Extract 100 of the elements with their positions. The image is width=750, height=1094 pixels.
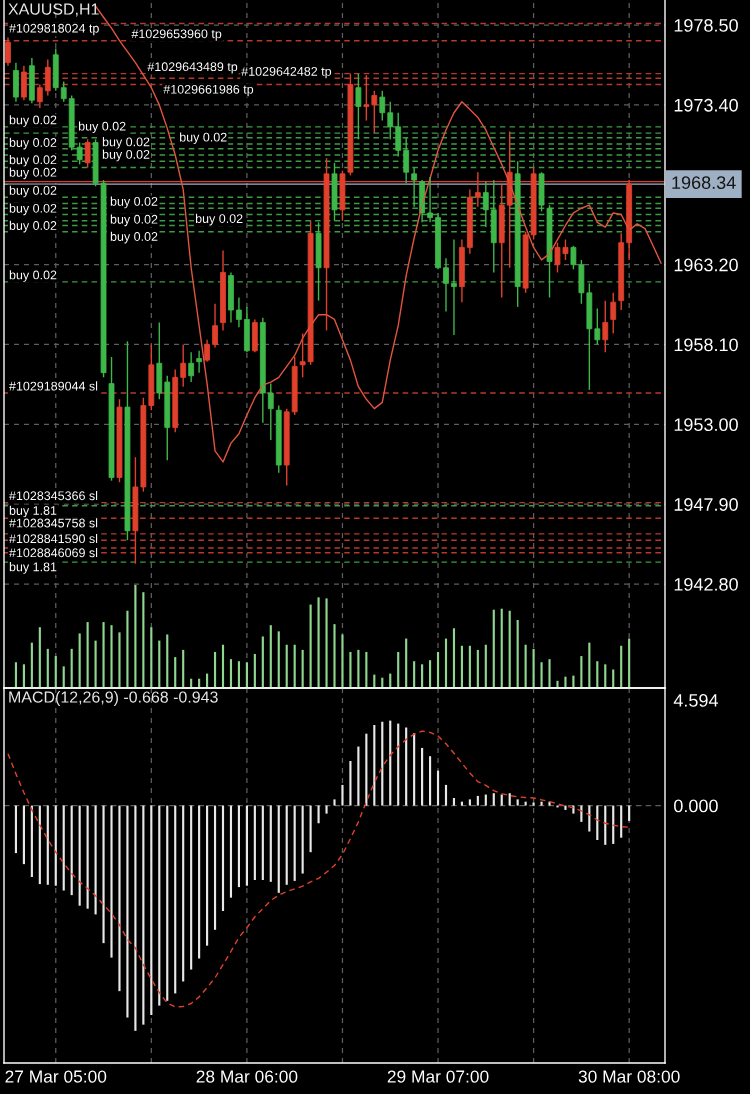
bar	[102, 622, 105, 688]
y-tick-label: 1947.90	[674, 498, 738, 511]
candlestick	[60, 80, 67, 103]
x-tick-label: 28 Mar 06:00	[196, 1070, 298, 1083]
bar	[444, 784, 448, 806]
bar	[444, 638, 448, 688]
bar	[78, 633, 81, 688]
bar	[94, 805, 97, 915]
bar	[476, 649, 479, 688]
candlestick	[355, 72, 362, 141]
bar	[373, 724, 376, 806]
ref-line-label: #1029653960 tp	[131, 29, 222, 41]
bar	[14, 662, 18, 688]
bar	[182, 649, 185, 688]
bar	[253, 654, 256, 688]
y-tick-label: 1973.40	[674, 98, 738, 112]
ref-line-label: buy 0.02	[9, 270, 57, 282]
bar	[182, 805, 185, 982]
bar	[229, 659, 233, 688]
candlestick	[267, 382, 274, 441]
ref-line-label: #1028846069 sl	[9, 548, 98, 558]
bar	[198, 805, 201, 959]
bar	[548, 801, 551, 806]
bar	[54, 805, 57, 886]
bar	[612, 805, 615, 844]
bar	[126, 610, 129, 688]
y-tick-label: 1953.00	[674, 418, 738, 432]
bar	[365, 733, 368, 806]
ref-line-label: buy 0.02	[9, 185, 57, 198]
bar	[269, 625, 272, 688]
bar	[405, 727, 408, 806]
bar	[277, 631, 280, 688]
bar	[620, 805, 623, 838]
bar	[532, 802, 535, 806]
bar	[277, 805, 280, 893]
bar	[261, 805, 264, 880]
ref-line-label: buy 0.02	[9, 137, 57, 150]
bar	[413, 733, 416, 806]
bar	[468, 645, 471, 688]
bar	[484, 794, 487, 806]
bar	[301, 649, 304, 688]
bar	[70, 648, 73, 688]
bar	[317, 597, 320, 688]
bar	[564, 805, 567, 810]
candlestick	[108, 356, 115, 482]
bar	[62, 805, 65, 891]
bar	[516, 799, 519, 806]
bar	[30, 642, 33, 688]
bar	[333, 624, 336, 688]
bar	[349, 761, 352, 806]
bar	[14, 805, 18, 854]
chart-title: XAUUSD,H1	[8, 3, 99, 17]
bar	[229, 805, 233, 898]
bar	[492, 793, 495, 806]
ref-line-label: buy 0.02	[102, 137, 150, 149]
ref-line-label: buy 1.81	[9, 505, 57, 518]
chart-title: MACD(12,26,9) -0.668 -0.943	[9, 691, 218, 706]
ref-line-label: buy 0.02	[180, 132, 227, 145]
x-tick-label: 27 Mar 05:00	[5, 1070, 107, 1083]
ref-line-label: buy 0.02	[110, 196, 158, 209]
bar	[38, 805, 41, 885]
bar	[524, 644, 527, 688]
y-tick-label: 1958.10	[674, 338, 738, 352]
bar	[253, 805, 256, 880]
ref-line-label: #1029661986 tp	[163, 84, 254, 97]
bar	[166, 634, 169, 688]
ref-line-label: buy 0.02	[78, 121, 126, 134]
bar	[508, 610, 511, 688]
x-tick-label: 30 Mar 08:00	[578, 1070, 680, 1083]
bar	[588, 642, 591, 688]
bar	[285, 805, 288, 885]
y-tick-label: 0.000	[674, 799, 718, 813]
ref-line-label: #1029642482 tp	[241, 66, 332, 79]
bar	[556, 680, 559, 688]
ref-line-label: #1028345366 sl	[9, 490, 98, 501]
candlestick	[331, 162, 338, 222]
bar	[325, 805, 328, 814]
candlestick	[371, 90, 378, 134]
bar	[206, 805, 209, 946]
bar	[524, 801, 527, 806]
bar	[126, 805, 129, 1018]
bar	[142, 805, 145, 1025]
bar	[293, 644, 296, 688]
candlestick	[379, 90, 386, 122]
bar	[452, 628, 456, 688]
bar	[628, 805, 631, 821]
bar	[158, 640, 161, 688]
bar	[46, 805, 49, 885]
bar	[46, 648, 49, 688]
candlestick	[124, 340, 131, 541]
bar	[468, 799, 471, 806]
bar	[532, 648, 535, 688]
bar	[174, 657, 177, 688]
bar	[94, 640, 97, 688]
candlestick	[116, 398, 123, 483]
ref-line-label: buy 0.02	[110, 214, 158, 227]
y-tick-label: 4.594	[673, 694, 718, 707]
bar	[150, 805, 153, 1016]
ref-line-label: buy 0.02	[9, 167, 57, 180]
ref-line-label: buy 0.02	[9, 115, 57, 127]
